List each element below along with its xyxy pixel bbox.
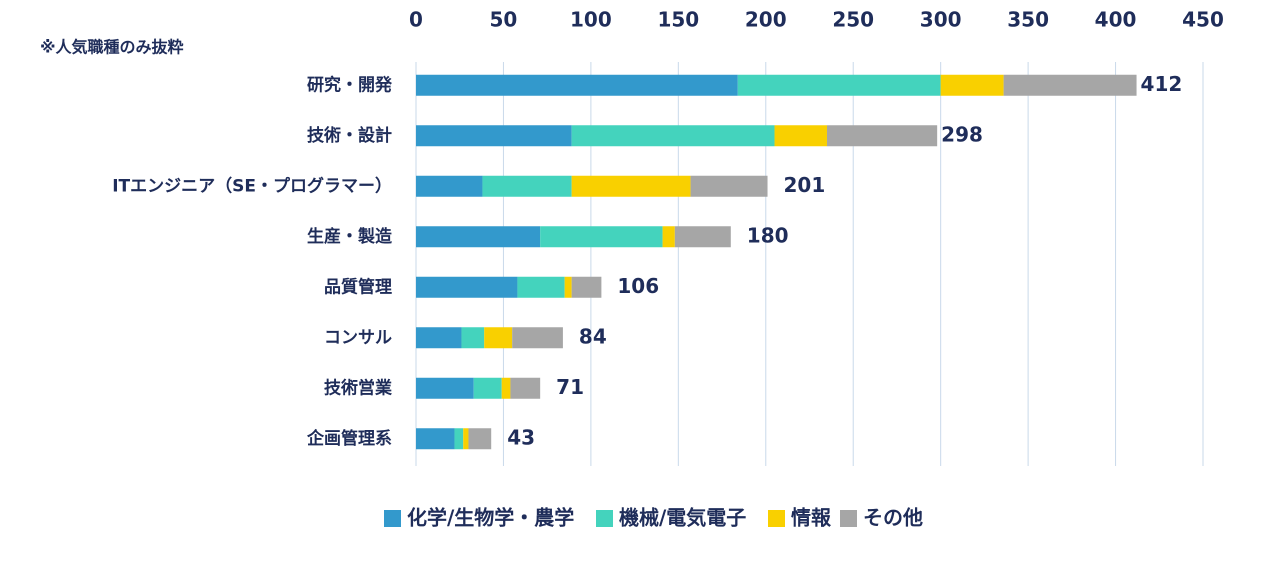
bar-segment [416, 276, 518, 298]
bar-segment [416, 125, 572, 147]
bar-segment [484, 327, 513, 349]
legend-swatch [384, 510, 401, 527]
legend-label: 情報 [791, 506, 832, 530]
bar-segment [774, 125, 827, 147]
bar-segment [463, 428, 469, 450]
bar-segment [416, 226, 541, 248]
x-tick-label: 450 [1182, 8, 1224, 32]
bar-segment [510, 377, 541, 399]
total-label: 180 [747, 223, 789, 247]
bar-segment [826, 125, 938, 147]
bar-segment [540, 226, 663, 248]
bar-segment [501, 377, 511, 399]
bar-segment [482, 175, 572, 197]
bar-segment [571, 276, 602, 298]
bar-segment [473, 377, 502, 399]
legend-swatch [768, 510, 785, 527]
x-tick-label: 300 [920, 8, 962, 32]
bar-segment [674, 226, 731, 248]
legend-label: 機械/電気電子 [619, 506, 746, 530]
bar-segment [468, 428, 492, 450]
bar-segment [461, 327, 485, 349]
total-label: 201 [784, 173, 826, 197]
bar-segment [454, 428, 464, 450]
bar-segment [737, 74, 941, 96]
bar-segment [564, 276, 572, 298]
category-label: 品質管理 [324, 276, 392, 297]
annotation: ※人気職種のみ抜粋 [40, 38, 184, 57]
total-label: 84 [579, 324, 607, 348]
x-tick-label: 250 [832, 8, 874, 32]
category-label: 研究・開発 [307, 74, 393, 95]
bar-segment [690, 175, 768, 197]
x-tick-label: 100 [570, 8, 612, 32]
x-tick-label: 350 [1007, 8, 1049, 32]
x-tick-label: 50 [490, 8, 518, 32]
x-tick-label: 0 [409, 8, 423, 32]
bar-segment [940, 74, 1004, 96]
total-label: 106 [617, 274, 659, 298]
bar-segment [517, 276, 565, 298]
bar-segment [512, 327, 563, 349]
category-label: 企画管理系 [306, 428, 392, 449]
bar-segment [416, 377, 474, 399]
legend-label: その他 [863, 506, 923, 530]
category-label: 生産・製造 [307, 226, 393, 247]
bar-segment [416, 175, 483, 197]
legend-label: 化学/生物学・農学 [407, 506, 574, 530]
legend-swatch [596, 510, 613, 527]
bar-segment [662, 226, 675, 248]
total-label: 412 [1141, 72, 1183, 96]
total-label: 71 [556, 375, 584, 399]
category-label: コンサル [324, 328, 392, 348]
x-tick-label: 400 [1095, 8, 1137, 32]
total-label: 43 [507, 425, 535, 449]
x-tick-label: 200 [745, 8, 787, 32]
bar-segment [1003, 74, 1137, 96]
bar-segment [416, 428, 455, 450]
category-label: 技術営業 [324, 377, 392, 398]
bar-segment [571, 125, 775, 147]
bar-segment [416, 327, 462, 349]
category-label: ITエンジニア（SE・プログラマー） [112, 175, 392, 196]
bar-segment [416, 74, 738, 96]
legend-swatch [840, 510, 857, 527]
total-label: 298 [941, 122, 983, 146]
bar-segment [571, 175, 691, 197]
x-tick-label: 150 [657, 8, 699, 32]
category-label: 技術・設計 [307, 125, 392, 146]
